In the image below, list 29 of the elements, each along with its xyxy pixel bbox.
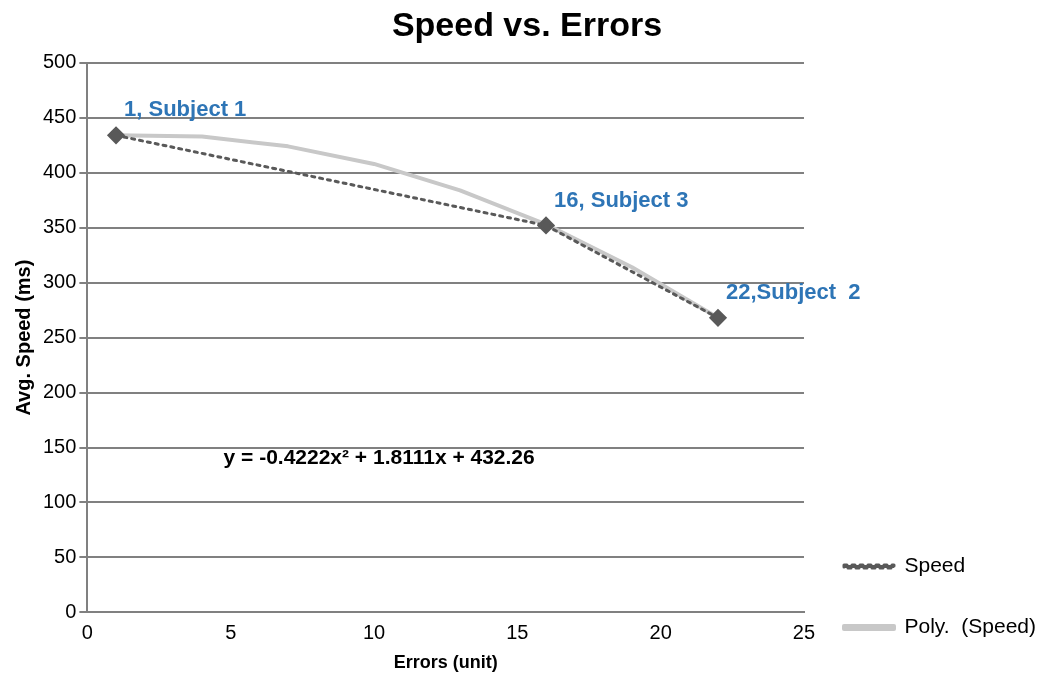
point <box>537 216 555 234</box>
y-axis-title: Avg. Speed (ms) <box>11 259 34 416</box>
y-tick-label: 150 <box>42 435 77 458</box>
y-tick-label: 350 <box>42 215 77 238</box>
annotation: 1, Subject 1 <box>124 96 247 122</box>
legend-label: Poly. (Speed) <box>904 614 1037 638</box>
x-axis-title: Errors (unit) <box>393 652 498 673</box>
y-tick-label: 400 <box>42 160 77 183</box>
x-tick-label: 0 <box>81 620 93 643</box>
chart-title: Speed vs. Errors <box>391 4 663 43</box>
point <box>709 309 727 327</box>
x-tick-label: 20 <box>649 620 672 643</box>
point <box>107 126 125 144</box>
y-tick-label: 50 <box>54 544 77 567</box>
y-tick-label: 0 <box>65 599 77 622</box>
x-tick-label: 10 <box>362 620 386 643</box>
x-tick-label: 5 <box>225 620 237 643</box>
y-tick-label: 250 <box>42 325 77 348</box>
y-tick-label: 300 <box>42 270 77 293</box>
annotation: y = -0.4222x² + 1.8111x + 432.26 <box>223 445 535 469</box>
annotation: 16, Subject 3 <box>554 186 689 212</box>
legend-label: Speed <box>904 553 966 577</box>
y-tick-label: 500 <box>42 50 77 73</box>
y-tick-label: 100 <box>42 490 77 512</box>
x-tick-label: 15 <box>506 620 529 643</box>
annotation: 22,Subject 2 <box>726 278 861 304</box>
x-tick-label: 25 <box>792 620 816 643</box>
y-tick-label: 200 <box>42 380 77 403</box>
y-tick-label: 450 <box>42 105 77 128</box>
